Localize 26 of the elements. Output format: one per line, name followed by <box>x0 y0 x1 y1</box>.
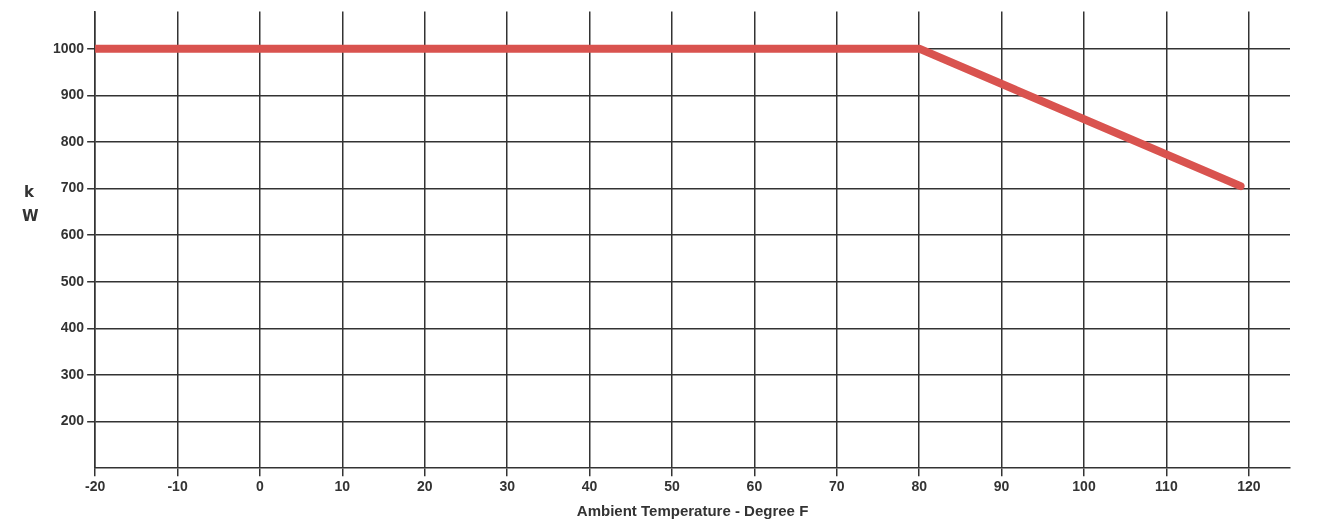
x-axis-title: Ambient Temperature - Degree F <box>576 502 809 520</box>
x-tick-label: -10 <box>167 478 188 495</box>
y-tick-label: 1000 <box>52 39 85 56</box>
y-tick-label: 200 <box>60 412 85 429</box>
x-tick-label: 0 <box>256 478 265 495</box>
y-tick-label: 900 <box>60 86 85 103</box>
x-tick-label: 80 <box>911 478 928 495</box>
x-tick-label: 50 <box>664 478 680 495</box>
x-tick-label: 40 <box>581 478 598 495</box>
x-tick-label: -20 <box>85 478 106 495</box>
x-tick-label: 20 <box>416 478 433 495</box>
y-tick-label: 400 <box>60 319 85 336</box>
x-tick-label: 90 <box>993 478 1010 495</box>
x-tick-label: 70 <box>828 478 845 495</box>
y-tick-label: 500 <box>60 272 85 289</box>
x-tick-label: 110 <box>1155 478 1178 495</box>
x-tick-label: 30 <box>499 478 516 495</box>
y-axis-title: kW <box>22 182 39 227</box>
y-tick-label: 600 <box>60 226 85 242</box>
x-tick-label: 100 <box>1072 478 1096 495</box>
y-tick-label: 700 <box>60 179 85 196</box>
x-tick-label: 120 <box>1237 478 1261 495</box>
x-tick-label: 60 <box>746 478 763 495</box>
x-tick-label: 10 <box>334 478 351 495</box>
y-tick-label: 800 <box>60 132 85 149</box>
y-tick-label: 300 <box>60 365 85 382</box>
